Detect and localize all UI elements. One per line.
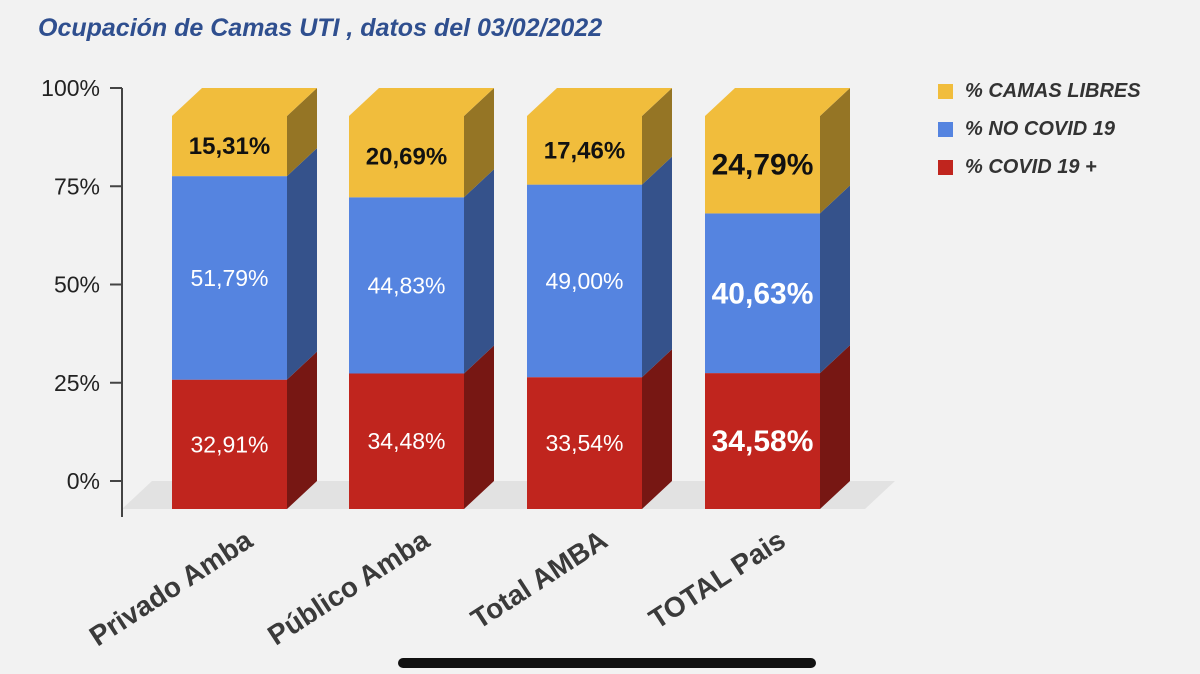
y-tick-label: 25% [54, 370, 100, 396]
bar-side-covid-19 [287, 351, 317, 509]
bar-camas-libres [527, 116, 642, 185]
bar-top-camas-libres [705, 88, 850, 116]
bar-camas-libres [705, 116, 820, 214]
data-label-camas-libres: 20,69% [366, 144, 447, 171]
legend-item-covid: % COVID 19 + [938, 148, 1141, 186]
bar-camas-libres [349, 116, 464, 198]
legend-label-covid: % COVID 19 + [965, 155, 1097, 178]
bar-no-covid-19 [172, 176, 287, 380]
legend-item-camas-libres: % CAMAS LIBRES [938, 72, 1141, 110]
legend-swatch-camas-libres [938, 83, 953, 99]
legend-label-camas-libres: % CAMAS LIBRES [965, 79, 1141, 102]
legend-swatch-covid [938, 159, 953, 175]
data-label-camas-libres: 17,46% [544, 137, 625, 164]
x-category-label: Total AMBA [465, 524, 612, 635]
data-label-no-covid-19: 40,63% [712, 277, 814, 310]
bar-no-covid-19 [527, 184, 642, 378]
legend: % CAMAS LIBRES % NO COVID 19 % COVID 19 … [938, 72, 1141, 186]
y-tick-label: 75% [54, 173, 100, 199]
bar-covid-19 [172, 379, 287, 509]
bar-side-camas-libres [642, 88, 672, 185]
bar-side-covid-19 [820, 345, 850, 509]
y-tick-label: 0% [67, 468, 100, 494]
bar-side-camas-libres [287, 87, 317, 177]
bar-top-camas-libres [172, 87, 317, 116]
bar-side-camas-libres [820, 88, 850, 214]
data-label-camas-libres: 15,31% [189, 133, 270, 160]
data-label-camas-libres: 24,79% [712, 149, 814, 182]
bar-side-no-covid-19 [464, 169, 494, 374]
bar-top-camas-libres [527, 88, 672, 116]
bar-side-no-covid-19 [287, 148, 317, 380]
data-label-covid-19: 33,54% [545, 430, 623, 456]
bar-side-covid-19 [642, 349, 672, 509]
y-tick-label: 50% [54, 272, 100, 298]
bar-top-camas-libres [349, 88, 494, 116]
x-category-label: Privado Amba [84, 524, 258, 652]
bar-side-no-covid-19 [642, 156, 672, 378]
x-category-label: TOTAL Pais [643, 524, 790, 635]
data-label-covid-19: 34,58% [712, 425, 814, 458]
x-category-label: Público Amba [262, 524, 435, 651]
chart-title: Ocupación de Camas UTI , datos del 03/02… [38, 14, 603, 42]
bar-side-camas-libres [464, 88, 494, 198]
data-label-covid-19: 32,91% [190, 431, 268, 457]
data-label-covid-19: 34,48% [367, 428, 445, 454]
bar-covid-19 [349, 373, 464, 509]
legend-swatch-no-covid [938, 121, 953, 137]
home-indicator [398, 658, 816, 668]
bar-covid-19 [527, 377, 642, 509]
bar-side-no-covid-19 [820, 185, 850, 374]
bar-side-covid-19 [464, 345, 494, 509]
legend-label-no-covid: % NO COVID 19 [965, 117, 1116, 140]
data-label-no-covid-19: 49,00% [545, 268, 623, 294]
data-label-no-covid-19: 51,79% [190, 265, 268, 291]
bar-camas-libres [172, 115, 287, 177]
bar-no-covid-19 [705, 213, 820, 374]
y-tick-label: 100% [41, 75, 100, 101]
bar-no-covid-19 [349, 197, 464, 374]
legend-item-no-covid: % NO COVID 19 [938, 110, 1141, 148]
chart-floor [122, 481, 895, 509]
data-label-no-covid-19: 44,83% [367, 272, 445, 298]
bar-covid-19 [705, 373, 820, 509]
